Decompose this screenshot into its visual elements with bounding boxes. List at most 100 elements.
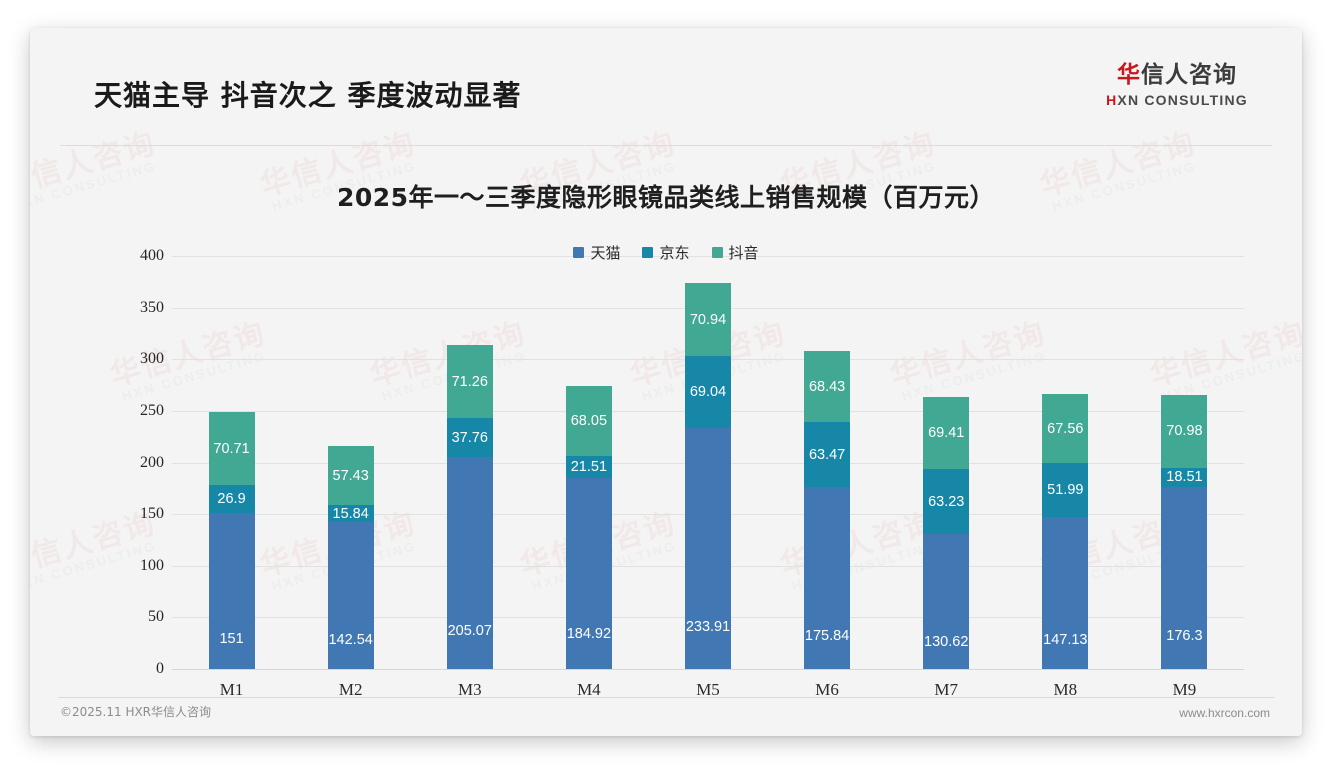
bar-segment-天猫-M1[interactable]: 151 xyxy=(208,513,255,669)
bar-value-label: 142.54 xyxy=(328,632,373,649)
bar-segment-天猫-M3[interactable]: 205.07 xyxy=(446,457,493,669)
bar-value-label: 70.71 xyxy=(213,440,250,457)
y-axis-tick-label: 400 xyxy=(140,247,164,264)
legend-swatch-icon xyxy=(642,247,654,258)
logo-chinese-dark: 信人咨询 xyxy=(1141,62,1237,88)
bar-segment-京东-M5[interactable]: 69.04 xyxy=(685,356,731,428)
bar-value-label: 70.98 xyxy=(1166,423,1203,440)
bar-segment-天猫-M8[interactable]: 147.13 xyxy=(1042,517,1089,669)
header-divider xyxy=(60,145,1272,146)
bar-segment-天猫-M6[interactable]: 175.84 xyxy=(804,487,851,669)
bar-segment-京东-M2[interactable]: 15.84 xyxy=(327,505,374,522)
bar-column-M1[interactable]: 151 26.9 70.71 xyxy=(208,412,255,669)
x-axis-tick-label: M2 xyxy=(338,680,363,699)
bar-value-label: 130.62 xyxy=(924,634,969,651)
y-axis-tick-label: 50 xyxy=(148,608,164,626)
slide-card: 华信人咨询 HXN CONSULTING 华信人咨询 HXN CONSULTING 华信… xyxy=(30,28,1302,736)
bar-segment-天猫-M2[interactable]: 142.54 xyxy=(327,521,374,669)
bar-value-label: 68.05 xyxy=(570,412,608,429)
bar-column-M6[interactable]: 175.84 63.47 68.43 xyxy=(804,351,851,669)
y-axis-tick-label: 0 xyxy=(156,660,164,677)
x-axis-tick-label: M1 xyxy=(219,680,244,699)
bar-value-label: 151 xyxy=(219,631,244,648)
bar-column-M7[interactable]: 130.62 63.23 69.41 xyxy=(923,397,970,669)
bar-value-label: 175.84 xyxy=(804,627,850,644)
bar-segment-京东-M8[interactable]: 51.99 xyxy=(1042,463,1089,518)
x-axis-tick-label: M3 xyxy=(457,680,482,699)
x-axis-tick-label: M4 xyxy=(577,680,601,699)
legend-item-抖音[interactable]: 抖音 xyxy=(711,242,759,263)
chart-legend: 天猫 京东 抖音 xyxy=(30,242,1302,263)
bar-segment-抖音-M4[interactable]: 68.05 xyxy=(565,385,612,456)
bar-value-label: 68.43 xyxy=(808,378,846,395)
bar-value-label: 67.56 xyxy=(1047,420,1084,437)
y-axis-tick-label: 300 xyxy=(140,350,164,368)
logo-chinese-red: 华 xyxy=(1117,62,1141,88)
bar-value-label: 147.13 xyxy=(1043,631,1088,648)
bar-segment-天猫-M5[interactable]: 233.91 xyxy=(685,427,731,669)
bar-segment-天猫-M9[interactable]: 176.3 xyxy=(1161,486,1208,669)
bar-segment-京东-M1[interactable]: 26.9 xyxy=(208,485,255,514)
legend-label: 抖音 xyxy=(728,244,759,262)
footer-website: www.hxrcon.com xyxy=(1179,706,1270,720)
legend-item-天猫[interactable]: 天猫 xyxy=(573,242,620,263)
legend-swatch-icon xyxy=(711,247,723,258)
bar-segment-京东-M7[interactable]: 63.23 xyxy=(923,468,970,535)
page-title: 天猫主导 抖音次之 季度波动显著 xyxy=(94,79,522,112)
y-axis-tick-label: 200 xyxy=(140,453,164,471)
y-axis-tick-label: 100 xyxy=(140,556,164,574)
bar-value-label: 37.76 xyxy=(451,429,488,446)
bar-column-M2[interactable]: 142.54 15.84 57.43 xyxy=(327,446,374,669)
bar-column-M3[interactable]: 205.07 37.76 71.26 xyxy=(446,344,493,669)
bar-value-label: 51.99 xyxy=(1047,482,1084,499)
x-axis-tick-label: M6 xyxy=(815,680,839,699)
bar-column-M5[interactable]: 233.91 69.04 70.94 xyxy=(685,282,731,669)
x-axis-tick-label: M5 xyxy=(696,680,720,699)
bar-value-label: 176.3 xyxy=(1166,627,1203,644)
logo-english: HXN CONSULTING xyxy=(1087,92,1267,108)
gridline xyxy=(172,669,1244,670)
bar-value-label: 63.47 xyxy=(808,446,846,463)
gridline xyxy=(172,256,1244,257)
bar-segment-抖音-M9[interactable]: 70.98 xyxy=(1161,394,1208,468)
bar-segment-抖音-M2[interactable]: 57.43 xyxy=(327,446,374,506)
footer-divider xyxy=(58,697,1274,698)
bar-column-M8[interactable]: 147.13 51.99 67.56 xyxy=(1042,393,1089,669)
bar-segment-天猫-M7[interactable]: 130.62 xyxy=(923,534,970,669)
y-axis-tick-label: 250 xyxy=(140,401,164,419)
bar-value-label: 15.84 xyxy=(332,505,369,522)
bar-segment-抖音-M3[interactable]: 71.26 xyxy=(446,344,493,419)
legend-swatch-icon xyxy=(573,247,585,258)
bar-segment-抖音-M5[interactable]: 70.94 xyxy=(685,282,731,357)
brand-logo: 华信人咨询 HXN CONSULTING xyxy=(1087,62,1267,108)
x-axis-tick-label: M8 xyxy=(1053,680,1078,699)
bar-column-M4[interactable]: 184.92 21.51 68.05 xyxy=(565,385,612,669)
chart-title: 2025年一～三季度隐形眼镜品类线上销售规模（百万元） xyxy=(336,183,996,212)
legend-label: 京东 xyxy=(659,244,690,262)
bar-value-label: 21.51 xyxy=(570,458,608,475)
x-axis-tick-label: M9 xyxy=(1172,680,1197,699)
logo-english-rest: XN CONSULTING xyxy=(1117,91,1248,108)
bar-segment-天猫-M4[interactable]: 184.92 xyxy=(565,478,612,669)
bar-value-label: 26.9 xyxy=(217,491,246,508)
footer-copyright: ©2025.11 HXR华信人咨询 xyxy=(60,705,212,719)
legend-item-京东[interactable]: 京东 xyxy=(642,242,690,263)
bar-value-label: 233.91 xyxy=(685,619,731,636)
bar-segment-京东-M6[interactable]: 63.47 xyxy=(804,421,851,488)
bar-segment-抖音-M6[interactable]: 68.43 xyxy=(804,351,851,422)
logo-english-red: H xyxy=(1106,91,1118,108)
logo-chinese: 华信人咨询 xyxy=(1087,62,1267,90)
bar-value-label: 70.94 xyxy=(689,311,727,328)
bar-segment-抖音-M8[interactable]: 67.56 xyxy=(1042,393,1089,464)
bar-value-label: 69.04 xyxy=(689,383,727,400)
y-axis-tick-label: 150 xyxy=(140,505,164,523)
bar-segment-京东-M9[interactable]: 18.51 xyxy=(1161,467,1208,487)
bar-segment-京东-M4[interactable]: 21.51 xyxy=(565,455,612,479)
bar-value-label: 63.23 xyxy=(928,493,965,510)
bar-value-label: 69.41 xyxy=(928,425,965,442)
bar-column-M9[interactable]: 176.3 18.51 70.98 xyxy=(1161,394,1208,669)
bar-segment-抖音-M7[interactable]: 69.41 xyxy=(923,397,970,469)
x-axis-tick-label: M7 xyxy=(934,680,959,699)
bar-segment-抖音-M1[interactable]: 70.71 xyxy=(208,412,255,486)
bar-segment-京东-M3[interactable]: 37.76 xyxy=(446,418,493,458)
